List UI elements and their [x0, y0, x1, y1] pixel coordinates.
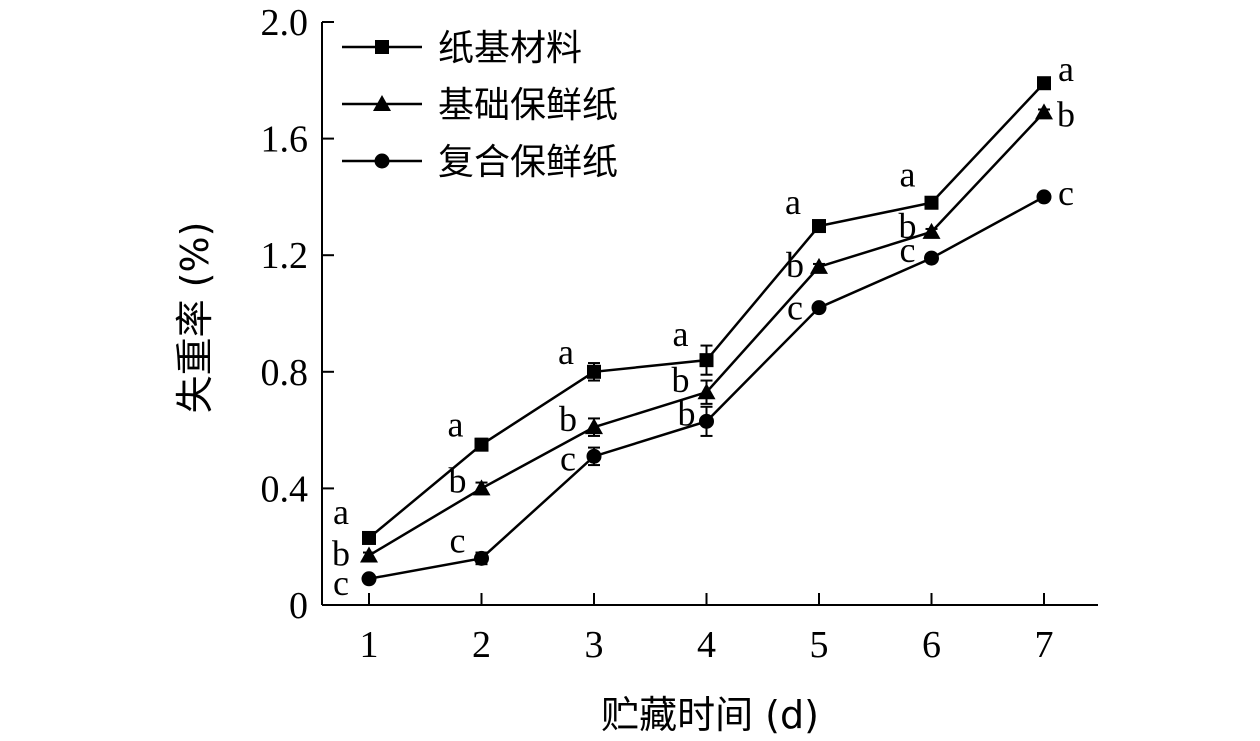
y-tick-label: 2.0 — [261, 2, 309, 44]
data-point — [812, 219, 826, 234]
data-point — [1035, 103, 1053, 120]
data-point — [474, 437, 489, 452]
data-point — [474, 550, 489, 566]
x-tick-label: 2 — [472, 624, 491, 666]
data-point — [586, 448, 602, 464]
significance-letter: b — [672, 360, 690, 400]
data-point — [360, 546, 378, 563]
series-circle — [361, 189, 1052, 587]
data-point — [1037, 76, 1051, 91]
significance-letter: b — [786, 245, 804, 285]
legend-item: 基础保鲜纸 — [342, 85, 618, 126]
y-tick-label: 1.6 — [261, 119, 309, 161]
significance-letter: b — [559, 399, 577, 439]
series-square — [362, 76, 1051, 545]
data-point — [699, 413, 714, 429]
data-point — [362, 530, 376, 545]
significance-letter: c — [787, 288, 803, 328]
y-tick-label: 0.4 — [261, 468, 309, 510]
significance-letter: a — [1058, 49, 1074, 89]
significance-letter: c — [900, 230, 916, 270]
data-point — [472, 479, 491, 496]
data-point — [811, 300, 827, 316]
data-point — [1036, 189, 1052, 205]
significance-letter: b — [332, 533, 350, 573]
significance-letter: c — [333, 563, 349, 603]
y-tick-label: 0 — [289, 585, 308, 627]
legend-label: 复合保鲜纸 — [438, 142, 618, 183]
data-point — [922, 222, 941, 239]
y-axis-title: 失重率 (%) — [173, 222, 217, 414]
significance-letter: a — [333, 492, 349, 532]
significance-letter: a — [448, 405, 464, 445]
data-point — [924, 250, 939, 266]
y-tick-label: 0.8 — [261, 352, 309, 394]
significance-letter: a — [673, 314, 689, 354]
significance-letter: c — [560, 438, 576, 478]
axes: 0 0.4 0.8 1.2 1.6 2.0 1 2 3 4 5 6 7 贮藏时间 (d) 失重率 (%) — [173, 2, 1098, 737]
significance-letter: b — [678, 393, 696, 433]
significance-letter: a — [558, 332, 574, 372]
legend-label: 纸基材料 — [438, 28, 582, 69]
series-layer — [360, 76, 1053, 587]
legend-item: 纸基材料 — [342, 28, 582, 69]
significance-letter: c — [1058, 173, 1074, 213]
x-axis-title: 贮藏时间 (d) — [601, 693, 819, 737]
y-tick-label: 1.2 — [261, 235, 309, 277]
significance-letter: a — [785, 182, 801, 222]
legend-marker — [373, 95, 391, 111]
x-tick-label: 4 — [697, 624, 716, 666]
significance-letter: b — [899, 206, 917, 246]
x-tick-label: 3 — [585, 624, 604, 666]
data-point — [585, 418, 603, 435]
legend-label: 基础保鲜纸 — [438, 85, 618, 126]
legend-marker — [375, 40, 389, 54]
x-tick-label: 7 — [1035, 624, 1054, 666]
significance-letter: a — [900, 155, 916, 195]
legend-item: 复合保鲜纸 — [342, 142, 618, 183]
data-point — [699, 353, 714, 368]
significance-letter: c — [450, 520, 466, 560]
x-tick-label: 1 — [360, 624, 379, 666]
x-tick-label: 6 — [922, 624, 941, 666]
legend-marker — [374, 153, 390, 169]
data-point — [697, 383, 716, 400]
data-point — [587, 364, 601, 379]
significance-letter: b — [449, 460, 467, 500]
x-tick-label: 5 — [810, 624, 829, 666]
significance-letter: b — [1057, 94, 1075, 134]
data-point — [810, 257, 828, 274]
data-point — [924, 195, 939, 210]
data-point — [361, 571, 377, 587]
series-triangle — [360, 103, 1053, 563]
